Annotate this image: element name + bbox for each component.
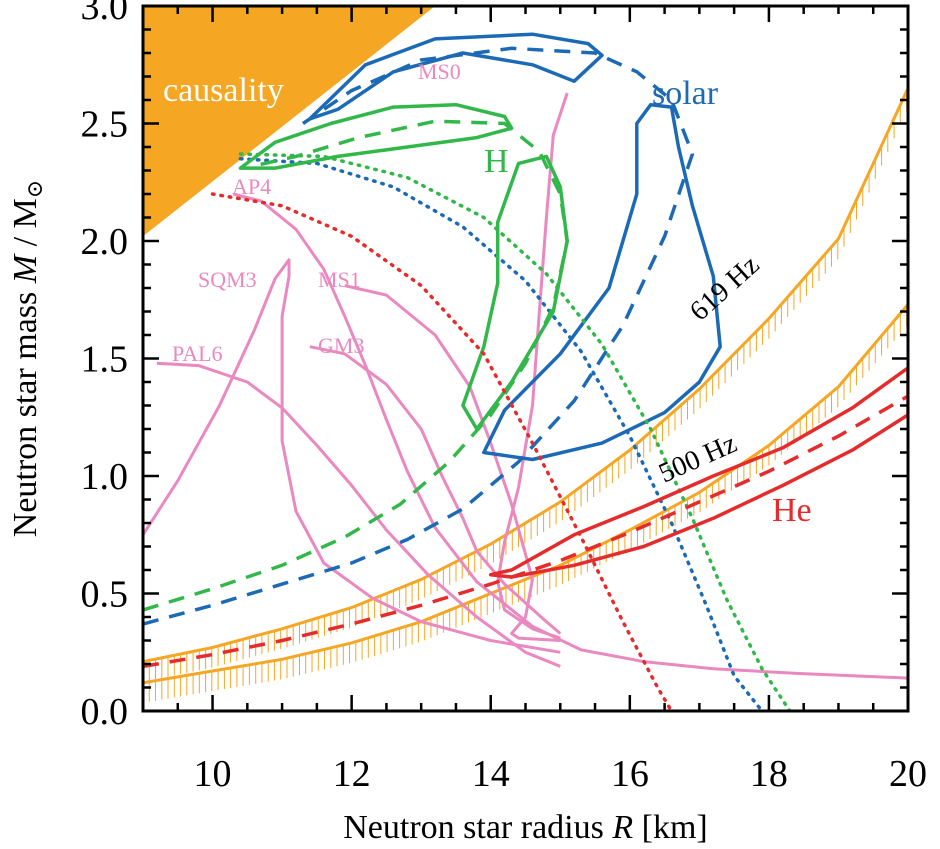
h-dashed-curve [143, 119, 569, 612]
causality-label: causality [163, 72, 284, 109]
eos-curve-pal6 [156, 361, 561, 668]
solar-dashed-curve [143, 46, 695, 626]
y-axis-title-unit: / M [7, 198, 44, 255]
he-dotted-curve [210, 192, 674, 711]
eos-curve-gm3 [309, 345, 562, 635]
eos-curve-ms1 [344, 284, 561, 642]
x-tick-label: 12 [333, 753, 371, 795]
h-contour-inner [461, 154, 569, 431]
y-axis-title-text: Neutron star mass [7, 283, 44, 537]
he-label: He [772, 492, 812, 529]
y-tick-label: 2.0 [81, 221, 129, 263]
x-tick-label: 18 [750, 753, 788, 795]
solar-label: solar [652, 75, 719, 112]
y-tick-label: 3.0 [81, 0, 129, 28]
x-axis-title-symbol: R [611, 809, 633, 846]
eos-label-ap4: AP4 [232, 174, 271, 199]
eos-label-pal6: PAL6 [172, 341, 223, 366]
x-axis-title-unit: [km] [633, 809, 708, 846]
x-axis-title-text: Neutron star radius [343, 809, 612, 846]
eos-curve-ms0 [496, 92, 569, 640]
solar-contour-outer [308, 32, 604, 121]
y-tick-label: 1.5 [81, 339, 129, 381]
eos-label-ms0: MS0 [418, 59, 461, 84]
h-label: H [484, 143, 509, 180]
causality-region [143, 6, 436, 237]
y-tick-label: 0.0 [81, 691, 129, 733]
eos-label-gm3: GM3 [318, 333, 364, 358]
eos-label-ms1: MS1 [318, 267, 361, 292]
y-axis-title: Neutron star mass M / M⊙ [7, 180, 47, 537]
y-tick-label: 0.5 [81, 574, 129, 616]
solar-contour-inner [482, 102, 722, 462]
y-axis-title-symbol: M [7, 253, 44, 284]
y-tick-label: 1.0 [81, 456, 129, 498]
x-tick-label: 10 [194, 753, 232, 795]
x-axis-title: Neutron star radius R [km] [343, 809, 707, 846]
x-tick-label: 16 [611, 753, 649, 795]
eos-curve-sqm3 [143, 258, 561, 654]
eos-label-sqm3: SQM3 [198, 267, 257, 292]
h-contour-outer [238, 102, 514, 170]
axes: 10 12 14 16 18 20 0.0 0.5 1.0 1.5 2.0 2.5 3.0 [81, 0, 928, 795]
y-axis-title-sun: ⊙ [22, 180, 47, 198]
y-tick-label: 2.5 [81, 104, 129, 146]
spin-limit-619hz-curve [143, 87, 908, 664]
h-dotted-curve [238, 152, 792, 711]
plot-area [143, 6, 908, 711]
eos-curve-ap4 [233, 192, 908, 680]
solar-dotted-curve [238, 157, 764, 711]
he-contour-outer [488, 366, 908, 579]
spin-limit-500hz-curve [143, 303, 908, 685]
x-tick-label: 20 [889, 753, 927, 795]
x-tick-label: 14 [472, 753, 510, 795]
